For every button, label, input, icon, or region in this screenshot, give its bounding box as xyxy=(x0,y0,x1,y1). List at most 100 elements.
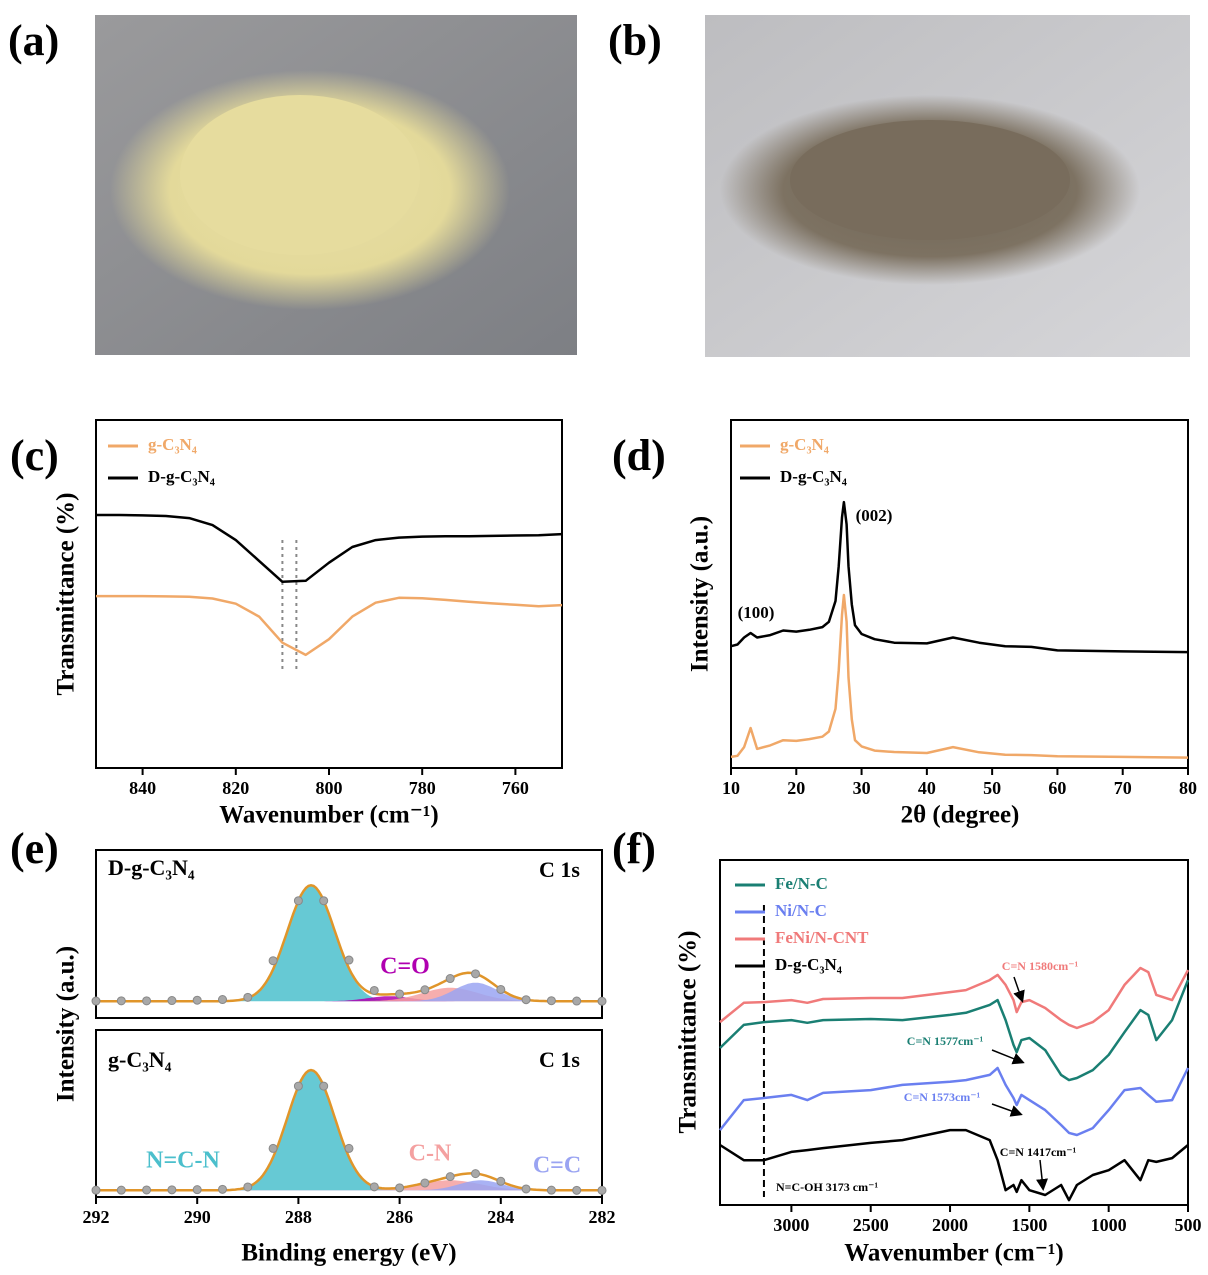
x-tick-label: 2000 xyxy=(932,1215,968,1235)
panel-label: (b) xyxy=(608,16,662,65)
x-tick-label: 50 xyxy=(983,778,1001,798)
data-point xyxy=(370,986,378,994)
y-axis-label: Intensity (a.u.) xyxy=(687,516,714,672)
annotation: C=N 1580cm⁻¹ xyxy=(1002,959,1079,973)
panel-label: (f) xyxy=(612,824,656,873)
x-tick-label: 292 xyxy=(83,1207,110,1227)
x-tick-label: 80 xyxy=(1179,778,1197,798)
data-point xyxy=(345,956,353,964)
y-axis-label: Intensity (a.u.) xyxy=(53,946,80,1102)
data-point xyxy=(370,1183,378,1191)
data-point xyxy=(244,1183,252,1191)
data-point xyxy=(269,957,277,965)
x-tick-label: 1000 xyxy=(1091,1215,1127,1235)
figure: (a) (b) 840 820 800 780 760 (c) Wavenumber (cm… xyxy=(0,0,1208,1275)
component-label: C-N xyxy=(409,1141,452,1167)
series-line xyxy=(731,595,1188,758)
data-point xyxy=(497,1177,505,1185)
data-point xyxy=(92,1186,100,1194)
sample-label: g-C₃N₄ xyxy=(108,1047,172,1072)
data-point xyxy=(573,997,581,1005)
data-point xyxy=(219,1185,227,1193)
legend-label: Ni/N-C xyxy=(775,901,827,920)
legend-label: D-g-C₃N₄ xyxy=(148,467,215,486)
panel-label: (e) xyxy=(10,824,59,873)
annotation: (002) xyxy=(856,506,893,525)
data-point xyxy=(117,1186,125,1194)
annotation: N=C-OH 3173 cm⁻¹ xyxy=(776,1180,878,1194)
data-point xyxy=(219,996,227,1004)
x-tick-label: 282 xyxy=(589,1207,616,1227)
legend-label: Fe/N-C xyxy=(775,874,828,893)
data-point xyxy=(421,986,429,994)
x-tick-label: 500 xyxy=(1175,1215,1202,1235)
component-label: C=O xyxy=(380,954,430,980)
data-point xyxy=(598,1186,606,1194)
series-line xyxy=(96,596,562,655)
data-point xyxy=(446,1173,454,1181)
x-tick-label: 10 xyxy=(722,778,740,798)
x-tick-label: 2500 xyxy=(853,1215,889,1235)
x-tick-label: 780 xyxy=(409,778,436,798)
data-point xyxy=(244,993,252,1001)
data-point xyxy=(547,1186,555,1194)
x-tick-label: 70 xyxy=(1114,778,1132,798)
data-point xyxy=(396,990,404,998)
x-axis-label: 2θ (degree) xyxy=(901,802,1020,829)
data-point xyxy=(472,1170,480,1178)
data-point xyxy=(193,996,201,1004)
x-tick-label: 840 xyxy=(129,778,156,798)
x-tick-label: 820 xyxy=(222,778,249,798)
annotation: C=N 1573cm⁻¹ xyxy=(904,1090,981,1104)
data-point xyxy=(294,897,302,905)
legend-label: g-C₃N₄ xyxy=(780,435,829,454)
panel-label: (a) xyxy=(8,16,59,65)
data-point xyxy=(168,1186,176,1194)
annotation: C=N 1577cm⁻¹ xyxy=(907,1034,984,1048)
series-line xyxy=(731,502,1188,652)
data-point xyxy=(598,997,606,1005)
data-point xyxy=(294,1082,302,1090)
data-point xyxy=(92,997,100,1005)
y-axis-label: Transmittance (%) xyxy=(53,493,80,696)
x-tick-label: 1500 xyxy=(1011,1215,1047,1235)
legend-label: FeNi/N-CNT xyxy=(775,928,869,947)
data-point xyxy=(269,1144,277,1152)
data-point xyxy=(497,985,505,993)
x-axis-label: Wavenumber (cm⁻¹) xyxy=(219,802,439,829)
data-point xyxy=(143,1186,151,1194)
core-level-label: C 1s xyxy=(539,857,580,882)
data-point xyxy=(193,1186,201,1194)
x-tick-label: 40 xyxy=(918,778,936,798)
panel-label: (d) xyxy=(612,431,666,480)
series-line xyxy=(96,515,562,582)
legend-label: D-g-C₃N₄ xyxy=(780,467,847,486)
x-tick-label: 20 xyxy=(787,778,805,798)
data-point xyxy=(143,997,151,1005)
y-axis-label: Transmittance (%) xyxy=(675,931,702,1134)
annotation: (100) xyxy=(738,603,775,622)
data-point xyxy=(421,1179,429,1187)
x-tick-label: 760 xyxy=(502,778,529,798)
data-point xyxy=(472,970,480,978)
x-tick-label: 30 xyxy=(853,778,871,798)
legend-label: D-g-C₃N₄ xyxy=(775,955,842,974)
data-point xyxy=(522,1185,530,1193)
data-point xyxy=(168,997,176,1005)
annotation: C=N 1417cm⁻¹ xyxy=(1000,1145,1077,1159)
x-tick-label: 286 xyxy=(386,1207,413,1227)
x-tick-label: 800 xyxy=(316,778,343,798)
component-label: N=C-N xyxy=(146,1148,220,1174)
x-tick-label: 290 xyxy=(184,1207,211,1227)
sample-label: D-g-C₃N₄ xyxy=(108,855,195,880)
annotation-arrow xyxy=(1040,1160,1043,1188)
core-level-label: C 1s xyxy=(539,1047,580,1072)
x-tick-label: 3000 xyxy=(773,1215,809,1235)
panel-label: (c) xyxy=(10,431,59,480)
fit-component xyxy=(96,885,602,1001)
legend-label: g-C₃N₄ xyxy=(148,435,197,454)
photo-b xyxy=(705,15,1190,357)
data-point xyxy=(547,997,555,1005)
data-point xyxy=(522,996,530,1004)
photo-a xyxy=(95,15,577,355)
